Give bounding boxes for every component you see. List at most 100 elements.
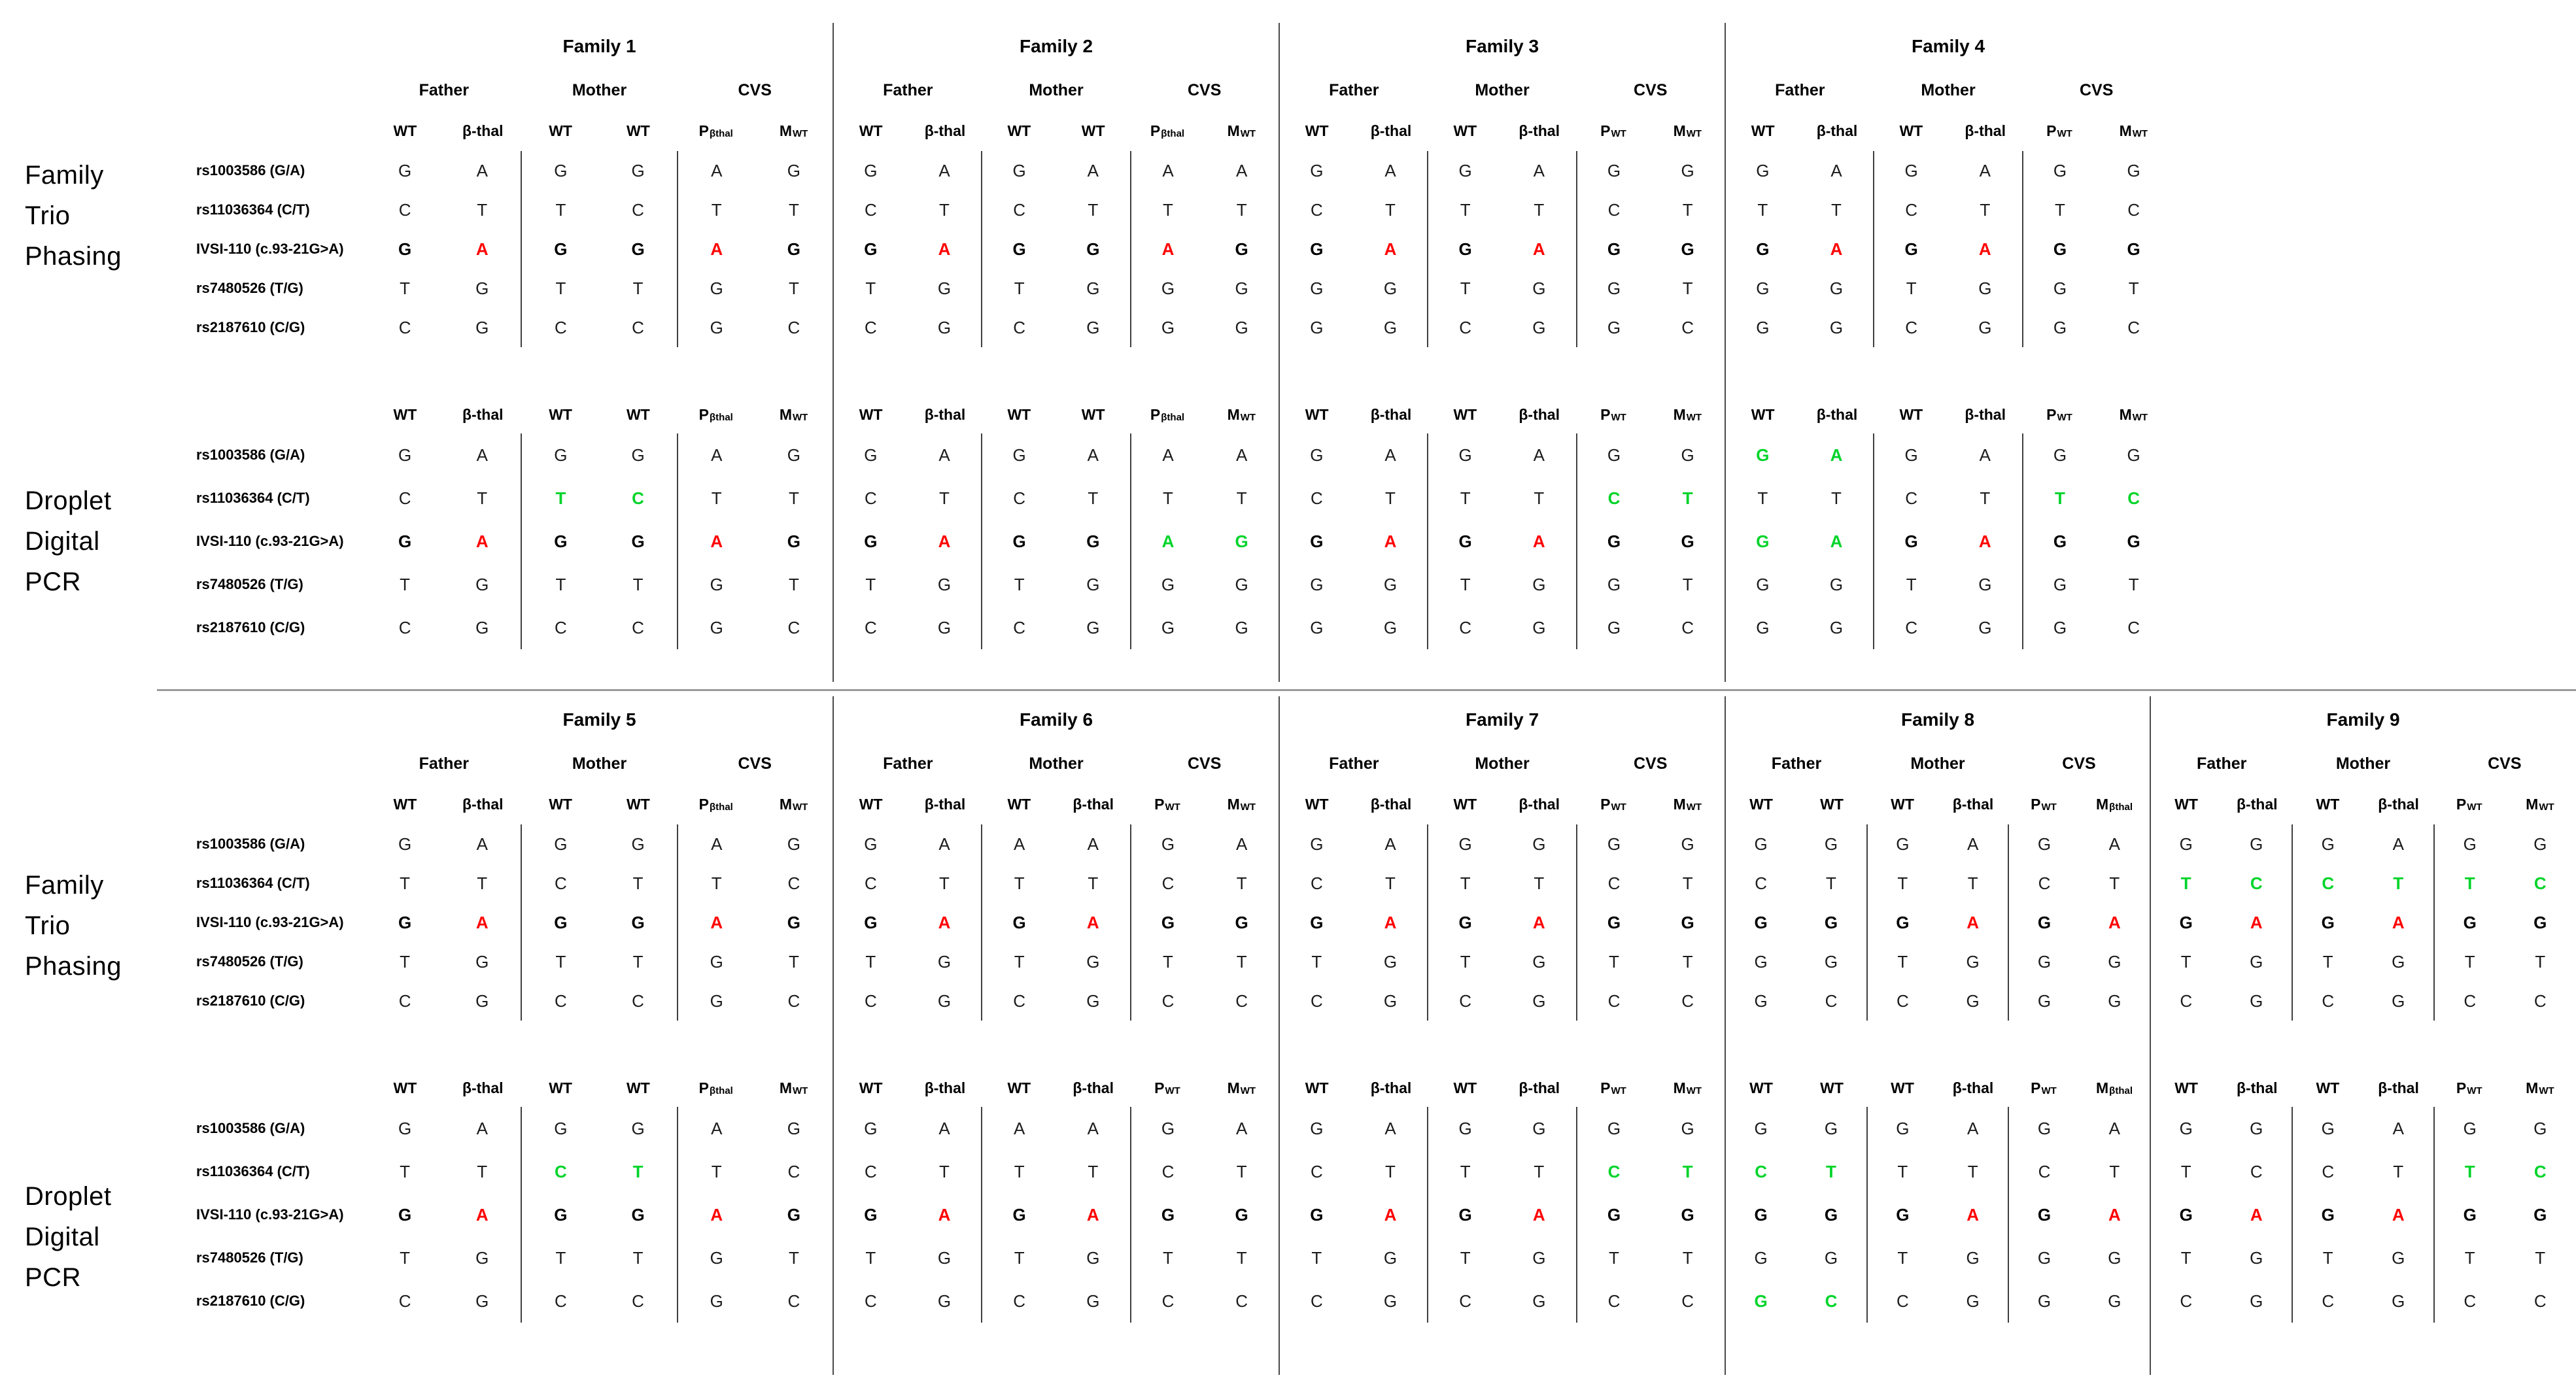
genotype-cell: G [1161,834,1175,854]
allele-column-header: P WT [2456,1079,2482,1096]
genotype-cell: A [475,531,489,551]
family-title: Family 8 [1900,709,1975,730]
genotype-cell: C [1681,317,1694,337]
genotype-cell: T [1385,1161,1396,1181]
allele-column-header: β-thal [924,122,966,139]
genotype-cell: C [1310,1161,1323,1181]
column-header-group: WT β-thal [834,396,982,433]
genotype-cell: T [1534,1161,1545,1181]
genotype-cell: G [1754,1291,1768,1311]
genotype-cell: G [1235,239,1248,259]
genotype-cell: T [2464,873,2475,893]
genotype-cell: G [1161,617,1175,637]
genotype-cell: G [2037,1118,2052,1138]
genotype-cell: G [1607,317,1621,337]
genotype-cell: A [711,1118,723,1138]
ddpcr-genotype-block: G A T T G A T G C G G G C T G G T T C C A G T C A G G T G C [366,1107,833,1323]
genotype-cell: A [938,912,951,932]
genotype-cell: T [939,199,950,220]
genotype-cell: T [632,1161,644,1181]
genotype-cell: T [1236,199,1247,220]
allele-column-header: β-thal [1073,1079,1114,1096]
genotype-cell: T [1460,574,1471,594]
genotype-cell: C [1310,990,1323,1011]
genotype-cell: C [2533,990,2547,1011]
allele-column-header: P WT [2031,795,2057,813]
genotype-cell: G [2127,531,2140,551]
genotype-cell: T [865,278,876,298]
allele-column-header: M WT [2119,405,2148,423]
genotype-cell: T [1460,1247,1471,1268]
allele-column-header-subscript: WT [2467,801,2482,813]
genotype-cell: G [1086,239,1100,259]
genotype-cell: A [711,834,723,854]
genotype-cell: G [1086,1247,1100,1268]
genotype-cell: G [1978,617,1992,637]
genotype-cell: A [2392,1204,2405,1225]
genotype-cell: G [1235,278,1248,298]
genotype-cell: G [710,317,723,337]
ddpcr-marker-labels: rs1003586 (G/A) rs11036364 (C/T) IVSI-110 … [196,1107,365,1323]
genotype-cell: G [2037,1247,2052,1268]
genotype-cell: C [1607,488,1621,508]
genotype-group: G A T T G A G G G G [1726,433,1873,649]
genotype-cell: G [475,278,489,298]
family-block: Family 4 Father Mother CVS WT β-thal WT β-thal P… [1725,23,2171,682]
allele-column-header-subscript: βthal [710,1085,733,1096]
member-group-row: Father Mother CVS [2151,743,2575,784]
genotype-cell: T [555,199,566,220]
genotype-cell: G [1383,1247,1398,1268]
genotype-cell: T [1682,574,1693,594]
genotype-cell: G [1966,1247,1980,1268]
genotype-cell: T [1088,199,1099,220]
block-gap [366,1021,833,1069]
genotype-cell: G [1829,278,1844,298]
genotype-cell: G [1756,445,1770,465]
genotype-cell: A [938,1118,950,1138]
genotype-cell: T [711,873,722,893]
allele-column-header: WT [2174,1079,2198,1096]
genotype-group: G G T C G A T G C G [2151,1107,2292,1323]
group-label-cvs: CVS [2079,80,2114,99]
genotype-cell: T [1682,278,1693,298]
half-divider-line [157,689,2576,691]
genotype-cell: T [1163,951,1173,972]
genotype-cell: T [1460,199,1471,220]
genotype-cell: T [477,199,488,220]
genotype-cell: T [632,873,644,893]
allele-column-header-subscript: WT [1240,801,1256,813]
genotype-cell: G [937,1247,952,1268]
genotype-cell: G [631,160,645,180]
allele-column-header: β-thal [1370,122,1412,139]
genotype-cell: G [554,239,568,259]
ddpcr-genotype-block: G G T C G A T G C G G A C T G A T G C G G G T C G G T T C C [2151,1107,2575,1323]
genotype-cell: C [2322,1291,2335,1311]
allele-column-header: WT [1305,405,1329,423]
genotype-cell: A [2392,912,2405,932]
genotype-cell: A [711,445,723,465]
genotype-cell: G [1012,160,1026,180]
genotype-cell: G [2321,912,2335,932]
genotype-cell: C [1310,1291,1323,1311]
genotype-cell: G [2037,1291,2052,1311]
genotype-cell: G [1086,574,1100,594]
genotype-cell: G [1310,278,1324,298]
genotype-cell: G [2179,1118,2193,1138]
genotype-cell: G [2108,990,2121,1011]
allele-column-header: M WT [779,1079,808,1096]
ddpcr-column-header-row: WT β-thal WT β-thal P WT M WT [834,1069,1279,1107]
genotype-cell: C [398,990,411,1011]
genotype-cell: G [2108,1291,2121,1311]
block-gap [834,347,1279,396]
allele-column-header: WT [393,405,417,423]
genotype-cell: G [1532,1291,1546,1311]
genotype-cell: T [2535,951,2546,972]
